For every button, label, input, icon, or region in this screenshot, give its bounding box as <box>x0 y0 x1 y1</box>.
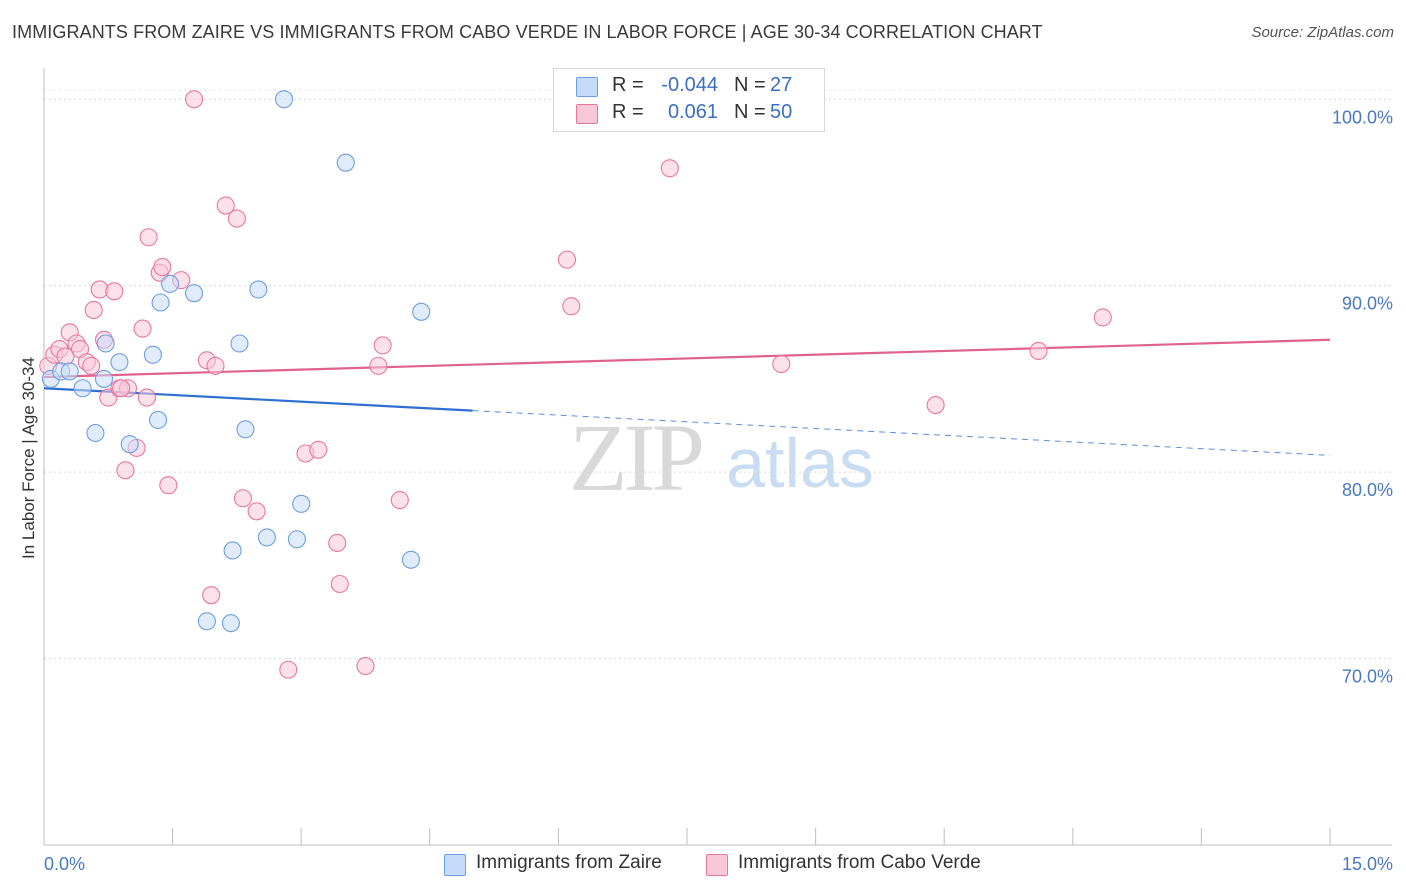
point-zaire <box>401 550 420 569</box>
point-cabo-verde <box>82 356 101 375</box>
point-cabo-verde <box>139 228 158 247</box>
point-zaire <box>86 423 105 443</box>
point-cabo-verde <box>233 489 252 508</box>
point-cabo-verde <box>1029 341 1048 361</box>
point-cabo-verde <box>206 356 225 375</box>
legend-n-value-zaire: 27 <box>770 74 793 96</box>
trend-line-cabo-verde <box>43 338 1331 379</box>
point-zaire <box>236 420 255 439</box>
y-tick-label: 80.0% <box>1342 480 1393 500</box>
point-zaire <box>292 494 311 513</box>
point-cabo-verde <box>373 336 392 355</box>
point-cabo-verde <box>557 250 577 269</box>
point-cabo-verde <box>390 491 409 510</box>
point-cabo-verde <box>153 258 172 277</box>
legend-swatch-zaire <box>576 77 598 97</box>
legend-r-label: R = <box>612 74 644 96</box>
point-cabo-verde <box>369 356 388 375</box>
point-cabo-verde <box>279 660 298 679</box>
point-cabo-verde <box>926 395 945 415</box>
bottom-legend-label-zaire: Immigrants from Zaire <box>476 852 662 873</box>
point-zaire <box>197 612 216 631</box>
watermark-atlas: atlas <box>726 424 874 502</box>
source-note: Source: ZipAtlas.com <box>1251 24 1394 41</box>
gridlines <box>44 89 1392 660</box>
legend-r-value-cabo-verde: 0.061 <box>667 101 718 123</box>
point-zaire <box>257 528 276 547</box>
bottom-legend-swatch-zaire <box>444 854 466 876</box>
point-cabo-verde <box>562 297 581 316</box>
point-zaire <box>412 302 431 321</box>
point-zaire <box>223 541 242 560</box>
point-zaire <box>184 284 204 303</box>
legend-r-label: R = <box>612 101 644 123</box>
point-cabo-verde <box>202 586 221 605</box>
point-cabo-verde <box>328 533 347 553</box>
bottom-legend-label-cabo-verde: Immigrants from Cabo Verde <box>738 852 981 873</box>
legend-swatch-cabo-verde <box>576 104 598 124</box>
stats-legend: R = -0.044 N = 27 R = 0.061 N = 50 <box>553 68 825 132</box>
point-cabo-verde <box>159 476 178 495</box>
data-points <box>39 90 1112 679</box>
y-tick-label: 70.0% <box>1342 667 1393 687</box>
y-tick-label: 100.0% <box>1332 107 1393 127</box>
point-zaire <box>96 334 115 353</box>
point-zaire <box>249 280 268 299</box>
point-zaire <box>336 153 355 172</box>
legend-n-label: N = <box>734 101 766 123</box>
point-zaire <box>221 614 240 633</box>
tick-labels: 70.0% 80.0% 90.0% 100.0% 0.0% 15.0% <box>44 107 1393 874</box>
bottom-legend-swatch-cabo-verde <box>706 854 728 876</box>
point-zaire <box>275 90 294 109</box>
point-cabo-verde <box>1093 308 1112 327</box>
trend-line-zaire-projected <box>472 410 1331 456</box>
point-zaire <box>148 410 168 429</box>
point-cabo-verde <box>133 319 152 338</box>
point-zaire <box>230 334 249 353</box>
point-zaire <box>94 369 114 388</box>
point-zaire <box>110 353 129 372</box>
point-zaire <box>151 293 170 312</box>
legend-n-value-cabo-verde: 50 <box>770 101 793 123</box>
point-cabo-verde <box>772 354 791 374</box>
y-axis-label: In Labor Force | Age 30-34 <box>19 357 38 559</box>
y-tick-label: 90.0% <box>1342 294 1393 314</box>
legend-n-label: N = <box>734 74 766 96</box>
point-cabo-verde <box>105 282 124 301</box>
watermark: ZIP atlas <box>569 404 874 511</box>
point-cabo-verde <box>116 461 135 480</box>
x-tick-label-min: 0.0% <box>44 854 85 874</box>
chart-title: IMMIGRANTS FROM ZAIRE VS IMMIGRANTS FROM… <box>12 22 1043 42</box>
point-zaire <box>143 345 162 364</box>
point-cabo-verde <box>137 388 156 407</box>
point-cabo-verde <box>330 574 349 594</box>
point-zaire <box>287 530 306 549</box>
watermark-zip: ZIP <box>569 404 702 511</box>
point-cabo-verde <box>216 196 235 215</box>
point-cabo-verde <box>112 379 131 398</box>
point-zaire <box>160 274 180 293</box>
point-cabo-verde <box>184 90 204 109</box>
point-zaire <box>73 379 92 398</box>
point-cabo-verde <box>227 209 246 228</box>
point-cabo-verde <box>309 440 328 459</box>
point-cabo-verde <box>247 502 266 521</box>
point-zaire <box>120 435 139 454</box>
point-cabo-verde <box>660 159 679 178</box>
axes <box>43 68 1392 846</box>
point-cabo-verde <box>356 656 375 676</box>
point-zaire <box>60 362 79 381</box>
legend-r-value-zaire: -0.044 <box>661 74 718 96</box>
point-cabo-verde <box>84 300 103 320</box>
x-tick-label-max: 15.0% <box>1342 854 1393 874</box>
